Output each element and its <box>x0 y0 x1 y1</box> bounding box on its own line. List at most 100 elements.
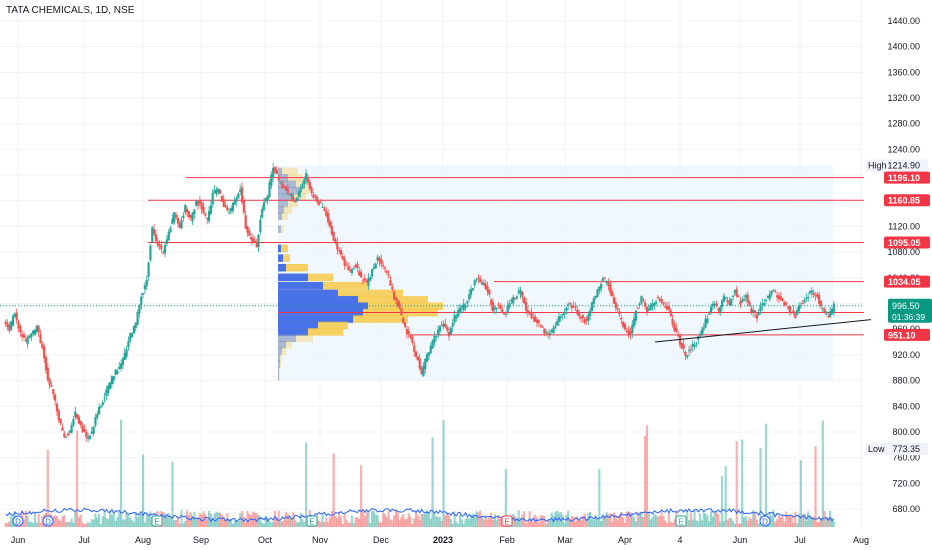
volume-bar <box>590 519 594 527</box>
candle-body <box>563 312 566 315</box>
volume-bar <box>8 521 11 527</box>
volume-bar <box>215 511 218 527</box>
profile-row-buy <box>278 334 296 343</box>
candle-body <box>114 369 117 376</box>
volume-bar <box>526 521 529 527</box>
volume-bar <box>119 419 123 527</box>
volume-bar <box>512 513 515 527</box>
volume-bar <box>667 513 671 527</box>
candle-body <box>583 319 586 324</box>
volume-bar <box>770 516 773 527</box>
volume-bar <box>125 512 128 527</box>
candle-body <box>72 418 75 426</box>
candle-body <box>700 329 704 335</box>
candle-body <box>598 286 601 291</box>
volume-bar <box>442 420 445 527</box>
volume-bar <box>451 523 454 527</box>
candle-body <box>169 227 172 233</box>
candle-body <box>158 244 161 247</box>
time-tick-label: Jun <box>733 535 748 545</box>
volume-bar <box>693 510 696 527</box>
candle-body <box>61 427 64 431</box>
candle-body <box>303 179 306 185</box>
volume-bar <box>656 516 660 527</box>
volume-bar <box>548 519 551 527</box>
candle-body <box>297 191 300 197</box>
candle-body <box>220 196 223 202</box>
candle-body <box>660 299 663 303</box>
candle-body <box>213 190 216 194</box>
candle-body <box>43 346 46 359</box>
volume-bar <box>530 519 533 527</box>
candle-body <box>821 307 824 309</box>
volume-bar <box>598 468 601 527</box>
candle-body <box>521 291 524 298</box>
volume-bar <box>741 439 744 527</box>
candle-body <box>543 328 546 334</box>
price-tick-label: 1360.00 <box>887 67 920 77</box>
candle-body <box>682 344 685 350</box>
volume-bar <box>493 514 496 527</box>
volume-bar <box>184 520 187 527</box>
volume-bar <box>382 512 385 527</box>
candle-body <box>261 208 264 218</box>
candle-body <box>651 303 654 308</box>
volume-bar <box>72 522 75 527</box>
volume-bar <box>455 521 458 527</box>
volume-bar <box>387 511 390 527</box>
candle-body <box>363 278 366 281</box>
profile-row-sell <box>278 353 282 362</box>
volume-bar <box>85 523 88 527</box>
volume-bar <box>563 522 566 527</box>
candle-body <box>594 295 597 299</box>
volume-bar <box>261 522 264 527</box>
volume-bar <box>283 519 286 527</box>
candle-body <box>382 265 385 267</box>
candle-body <box>295 197 299 202</box>
volume-bar <box>63 515 66 527</box>
price-tick-label: 720.00 <box>892 478 920 488</box>
volume-bar <box>543 516 546 527</box>
candle-body <box>512 297 515 304</box>
volume-bar <box>468 519 471 527</box>
candle-body <box>709 306 713 313</box>
volume-bar <box>576 516 579 527</box>
volume-bar <box>583 513 586 527</box>
volume-bar <box>715 512 718 527</box>
candle-body <box>250 237 253 240</box>
volume-bar <box>233 520 236 527</box>
candle-body <box>422 365 425 377</box>
candle-body <box>735 289 738 297</box>
candle-body <box>184 205 187 213</box>
volume-bar <box>755 519 758 527</box>
volume-bar <box>779 517 782 527</box>
price-tick-label: 880.00 <box>892 376 920 386</box>
price-label-name: High <box>868 161 887 171</box>
volume-bar <box>645 425 649 527</box>
marker-label: E <box>154 518 159 527</box>
candle-body <box>350 268 354 274</box>
candle-body <box>209 205 212 214</box>
candle-body <box>189 215 192 218</box>
time-tick-label: 4 <box>677 535 682 545</box>
candle-body <box>585 318 588 321</box>
candle-body <box>797 305 801 311</box>
candle-body <box>633 318 636 326</box>
volume-bar <box>202 511 205 527</box>
volume-bar <box>440 520 443 527</box>
candle-body <box>768 294 771 300</box>
volume-bar <box>719 521 722 527</box>
candle-body <box>360 271 363 278</box>
profile-row-buy <box>278 193 294 201</box>
candle-body <box>830 308 834 315</box>
volume-bar <box>752 510 755 527</box>
level-label-bg <box>884 275 930 288</box>
candle-body <box>130 333 134 337</box>
volume-bar <box>272 521 275 527</box>
candle-body <box>662 302 665 305</box>
volume-bar <box>321 513 324 527</box>
marker-label: D <box>762 518 768 527</box>
price-labels: High 1214.90 1196.10 1160.85 1095.05 1034.05 9… <box>866 159 932 456</box>
volume-bar <box>317 520 321 527</box>
